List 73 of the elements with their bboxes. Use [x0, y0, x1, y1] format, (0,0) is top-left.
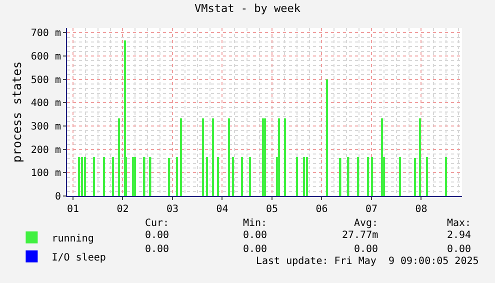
bar	[118, 118, 120, 196]
bar	[217, 157, 219, 196]
text: 27.77m	[342, 230, 378, 241]
bar	[296, 157, 298, 196]
bar	[399, 157, 401, 196]
text: Cur:	[145, 218, 170, 229]
text: Avg:	[354, 218, 378, 229]
bar	[134, 157, 136, 196]
bar	[284, 118, 286, 196]
x-tick-label: 07	[365, 204, 378, 215]
bar	[103, 157, 105, 196]
x-tick-label: 02	[116, 204, 129, 215]
legend-label: I/O sleep	[52, 252, 106, 264]
text: 0.00	[354, 244, 378, 255]
bar	[419, 118, 421, 196]
bar	[149, 157, 152, 196]
text: 0.00	[447, 244, 472, 255]
bar	[241, 157, 243, 196]
bar	[180, 118, 182, 196]
y-tick-label: 200 m	[30, 144, 61, 156]
bar	[367, 157, 370, 196]
text: 0.00	[145, 230, 170, 241]
bar	[84, 157, 86, 196]
bar	[306, 157, 308, 196]
bar	[262, 118, 264, 196]
bar	[212, 118, 214, 196]
y-axis-title: process states	[10, 61, 24, 163]
bar	[78, 157, 80, 196]
text: 0.00	[145, 244, 170, 255]
bar	[176, 157, 178, 196]
bar	[93, 157, 95, 196]
legend-label: running	[52, 233, 94, 244]
y-tick-label: 0	[54, 192, 61, 202]
y-tick-label: 600 m	[30, 52, 61, 62]
y-tick-label: 300 m	[30, 122, 61, 132]
chart-title: VMstat - by week	[194, 2, 301, 15]
y-tick-label: 500 m	[30, 74, 61, 86]
y-tick-label: 100 m	[30, 168, 61, 180]
x-tick-label: 03	[166, 204, 178, 215]
bar	[81, 157, 83, 196]
text: 0.00	[243, 230, 268, 241]
bar	[232, 157, 234, 196]
y-tick-label: 400 m	[30, 98, 61, 110]
bar	[347, 157, 350, 196]
bar	[303, 157, 305, 196]
bar	[132, 157, 134, 196]
bar	[202, 118, 204, 196]
bar	[357, 157, 360, 196]
bar	[112, 157, 114, 196]
bar	[249, 157, 251, 196]
text: 2.94	[447, 230, 472, 241]
bar	[414, 158, 416, 196]
x-tick-label: 05	[266, 204, 278, 215]
bar	[206, 157, 208, 196]
text: Last update: Fri May 9 09:00:05 2025	[256, 256, 479, 267]
bar	[426, 157, 428, 196]
bar	[264, 118, 266, 196]
x-tick-label: 01	[66, 204, 79, 215]
x-tick-label: 04	[216, 204, 228, 215]
bar	[445, 157, 447, 196]
text: Max:	[447, 218, 472, 229]
bar	[168, 158, 170, 196]
text: Min:	[243, 218, 268, 229]
bar	[371, 157, 374, 196]
bar	[143, 157, 146, 196]
x-tick-label: 08	[415, 204, 428, 215]
text: 0.00	[243, 244, 268, 255]
x-tick-label: 06	[316, 204, 328, 215]
y-tick-label: 700 m	[30, 28, 61, 40]
bar	[228, 118, 230, 196]
bar	[381, 118, 384, 196]
bar	[326, 79, 328, 196]
bar	[278, 118, 280, 196]
